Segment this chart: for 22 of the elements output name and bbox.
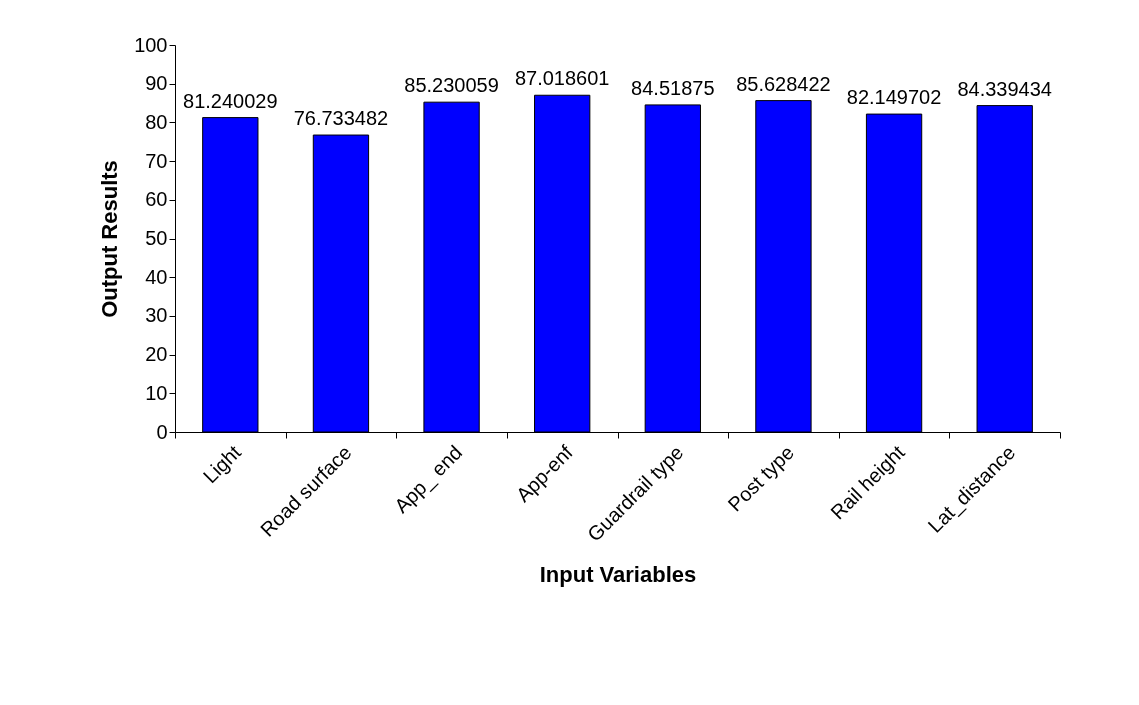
y-tick-label: 60 bbox=[145, 188, 168, 211]
data-label: 76.733482 bbox=[293, 107, 389, 130]
y-tick-label: 10 bbox=[145, 381, 168, 404]
data-label: 81.240029 bbox=[183, 89, 278, 112]
y-tick-label: 70 bbox=[145, 149, 168, 172]
y-tick-label: 40 bbox=[145, 265, 168, 288]
data-label: 82.149702 bbox=[846, 86, 942, 109]
y-tick-label: 20 bbox=[145, 343, 168, 366]
data-label: 85.230059 bbox=[404, 74, 499, 97]
data-label: 85.628422 bbox=[736, 72, 831, 95]
x-tick-label: App_ end bbox=[390, 441, 467, 518]
data-label: 84.339434 bbox=[957, 77, 1052, 100]
data-label: 87.018601 bbox=[514, 67, 610, 90]
data-label: 84.51875 bbox=[631, 76, 715, 99]
y-tick-label: 90 bbox=[145, 72, 168, 95]
y-tick-label: 50 bbox=[145, 227, 168, 249]
x-axis-title: Input Variables bbox=[539, 562, 697, 588]
y-tick-label: 30 bbox=[145, 304, 168, 327]
y-tick-label: 80 bbox=[145, 110, 168, 133]
y-tick-label: 100 bbox=[134, 33, 168, 56]
y-tick-label: 0 bbox=[156, 420, 168, 443]
y-axis-title: Output Results bbox=[97, 160, 123, 318]
